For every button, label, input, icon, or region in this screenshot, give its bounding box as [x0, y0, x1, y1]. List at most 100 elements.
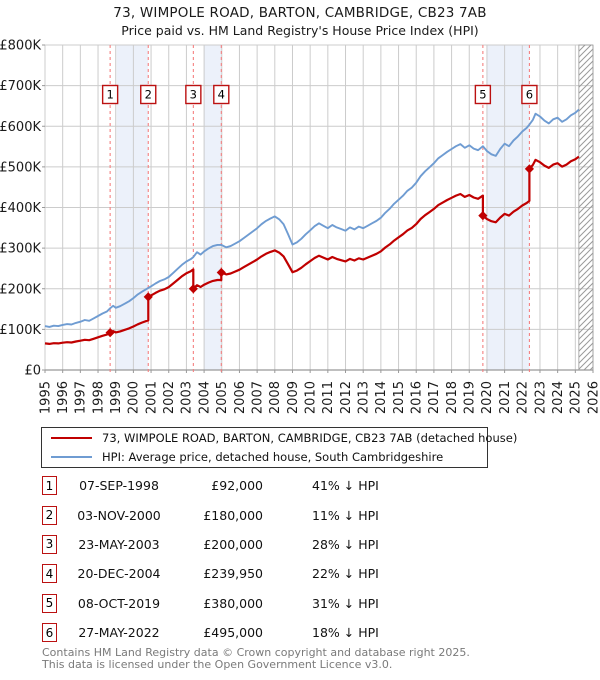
sale-marker [105, 328, 115, 338]
table-row: 2 03-NOV-2000 £180,000 11% ↓ HPI [42, 500, 402, 529]
license-footer: Contains HM Land Registry data © Crown c… [42, 647, 470, 670]
sale-number-badge: 2 [42, 505, 57, 525]
sale-number-box [521, 84, 538, 105]
svg-text:2009: 2009 [286, 381, 301, 414]
svg-text:2004: 2004 [197, 381, 212, 414]
svg-text:2005: 2005 [215, 381, 230, 414]
sale-date: 23-MAY-2003 [78, 536, 160, 552]
svg-text:6: 6 [526, 88, 533, 102]
svg-text:2006: 2006 [233, 381, 248, 414]
page-subtitle: Price paid vs. HM Land Registry's House … [121, 23, 479, 38]
sale-number-badge: 6 [42, 623, 57, 643]
sale-hpi-diff: 31% ↓ HPI [312, 595, 379, 611]
svg-text:£800K: £800K [0, 39, 41, 54]
table-row: 3 23-MAY-2003 £200,000 28% ↓ HPI [42, 530, 402, 559]
sale-number-box [140, 84, 157, 105]
sale-date: 20-DEC-2004 [77, 566, 161, 582]
sale-hpi-diff: 41% ↓ HPI [312, 478, 379, 494]
svg-text:2012: 2012 [339, 381, 354, 414]
svg-text:2003: 2003 [180, 381, 195, 414]
legend-row-hpi: HPI: Average price, detached house, Sout… [42, 448, 487, 468]
sale-price: £200,000 [203, 536, 263, 552]
svg-text:2021: 2021 [498, 381, 513, 414]
svg-text:4: 4 [218, 88, 225, 102]
sale-number-box [101, 84, 119, 105]
table-row: 1 07-SEP-1998 £92,000 41% ↓ HPI [42, 471, 402, 500]
sale-date: 27-MAY-2022 [78, 625, 160, 641]
property-line-sample-icon [51, 436, 92, 439]
sale-price: £239,950 [203, 566, 263, 582]
svg-text:£200K: £200K [0, 282, 41, 297]
sale-number-badge: 5 [42, 593, 57, 613]
license-footer-line2: This data is licensed under the Open Gov… [42, 657, 393, 671]
svg-text:£0: £0 [24, 364, 41, 379]
hpi-line-label: HPI: Average price, detached house, Sout… [102, 450, 444, 465]
license-footer-line1: Contains HM Land Registry data © Crown c… [42, 646, 470, 659]
svg-text:2011: 2011 [321, 381, 336, 414]
sale-date: 03-NOV-2000 [77, 507, 161, 523]
svg-text:5: 5 [479, 88, 486, 102]
svg-text:2026: 2026 [586, 381, 600, 414]
svg-text:£100K: £100K [0, 323, 41, 338]
svg-text:2002: 2002 [162, 381, 177, 414]
svg-text:2024: 2024 [551, 381, 566, 414]
property-line-label: 73, WIMPOLE ROAD, BARTON, CAMBRIDGE, CB2… [102, 430, 518, 445]
svg-text:1997: 1997 [74, 381, 89, 414]
sale-price: £495,000 [203, 625, 263, 641]
sale-marker [216, 267, 226, 278]
price-history-chart: 1 2 3 4 5 6 £0 £100K £200K £300K £400K £500K £600K £7… [0, 39, 600, 415]
sale-marker [188, 284, 198, 294]
sale-number-badge: 1 [42, 476, 57, 496]
hpi-line-sample-icon [51, 456, 92, 459]
svg-text:2016: 2016 [410, 381, 425, 414]
sale-date: 08-OCT-2019 [77, 595, 161, 611]
sale-marker [524, 164, 535, 174]
svg-text:2008: 2008 [268, 381, 283, 414]
table-row: 4 20-DEC-2004 £239,950 22% ↓ HPI [42, 559, 402, 588]
svg-text:1999: 1999 [109, 381, 124, 414]
svg-text:2015: 2015 [392, 381, 407, 414]
sales-table: 1 07-SEP-1998 £92,000 41% ↓ HPI 2 03-NOV-2000… [42, 471, 402, 647]
sale-number-box [474, 84, 492, 105]
svg-text:1996: 1996 [56, 381, 71, 414]
sale-marker [478, 211, 488, 221]
sale-number-box [213, 84, 230, 105]
svg-text:£300K: £300K [0, 242, 41, 257]
svg-text:1: 1 [106, 88, 113, 102]
svg-text:2: 2 [145, 88, 152, 102]
svg-text:2013: 2013 [356, 381, 371, 414]
sale-price: £380,000 [203, 595, 263, 611]
legend-row-property: 73, WIMPOLE ROAD, BARTON, CAMBRIDGE, CB2… [42, 428, 517, 448]
sale-price: £92,000 [211, 478, 263, 494]
svg-text:3: 3 [190, 88, 197, 102]
page-title: 73, WIMPOLE ROAD, BARTON, CAMBRIDGE, CB2… [113, 5, 487, 21]
sale-hpi-diff: 11% ↓ HPI [312, 507, 379, 523]
svg-text:2010: 2010 [303, 381, 318, 414]
svg-text:2025: 2025 [569, 381, 584, 414]
svg-text:2014: 2014 [374, 381, 389, 414]
sale-number-box [185, 84, 202, 105]
svg-text:£700K: £700K [0, 79, 41, 94]
svg-text:1998: 1998 [91, 381, 106, 414]
svg-text:£500K: £500K [0, 160, 41, 175]
chart-legend: 73, WIMPOLE ROAD, BARTON, CAMBRIDGE, CB2… [41, 427, 517, 468]
svg-text:2018: 2018 [445, 381, 460, 414]
sale-hpi-diff: 28% ↓ HPI [312, 536, 379, 552]
sale-date: 07-SEP-1998 [79, 478, 159, 494]
sale-hpi-diff: 22% ↓ HPI [312, 566, 379, 582]
svg-text:2001: 2001 [144, 381, 159, 414]
sale-number-badge: 3 [42, 534, 57, 554]
svg-text:2000: 2000 [127, 381, 142, 414]
sale-marker [143, 292, 153, 302]
sale-hpi-diff: 18% ↓ HPI [312, 625, 379, 641]
table-row: 5 08-OCT-2019 £380,000 31% ↓ HPI [42, 589, 402, 618]
svg-text:2020: 2020 [480, 381, 495, 414]
svg-text:2022: 2022 [516, 381, 531, 414]
sale-price: £180,000 [203, 507, 263, 523]
svg-text:2017: 2017 [427, 381, 442, 414]
svg-text:1995: 1995 [38, 381, 53, 414]
svg-text:2023: 2023 [533, 381, 548, 414]
svg-text:£400K: £400K [0, 201, 41, 216]
svg-text:2019: 2019 [463, 381, 478, 414]
